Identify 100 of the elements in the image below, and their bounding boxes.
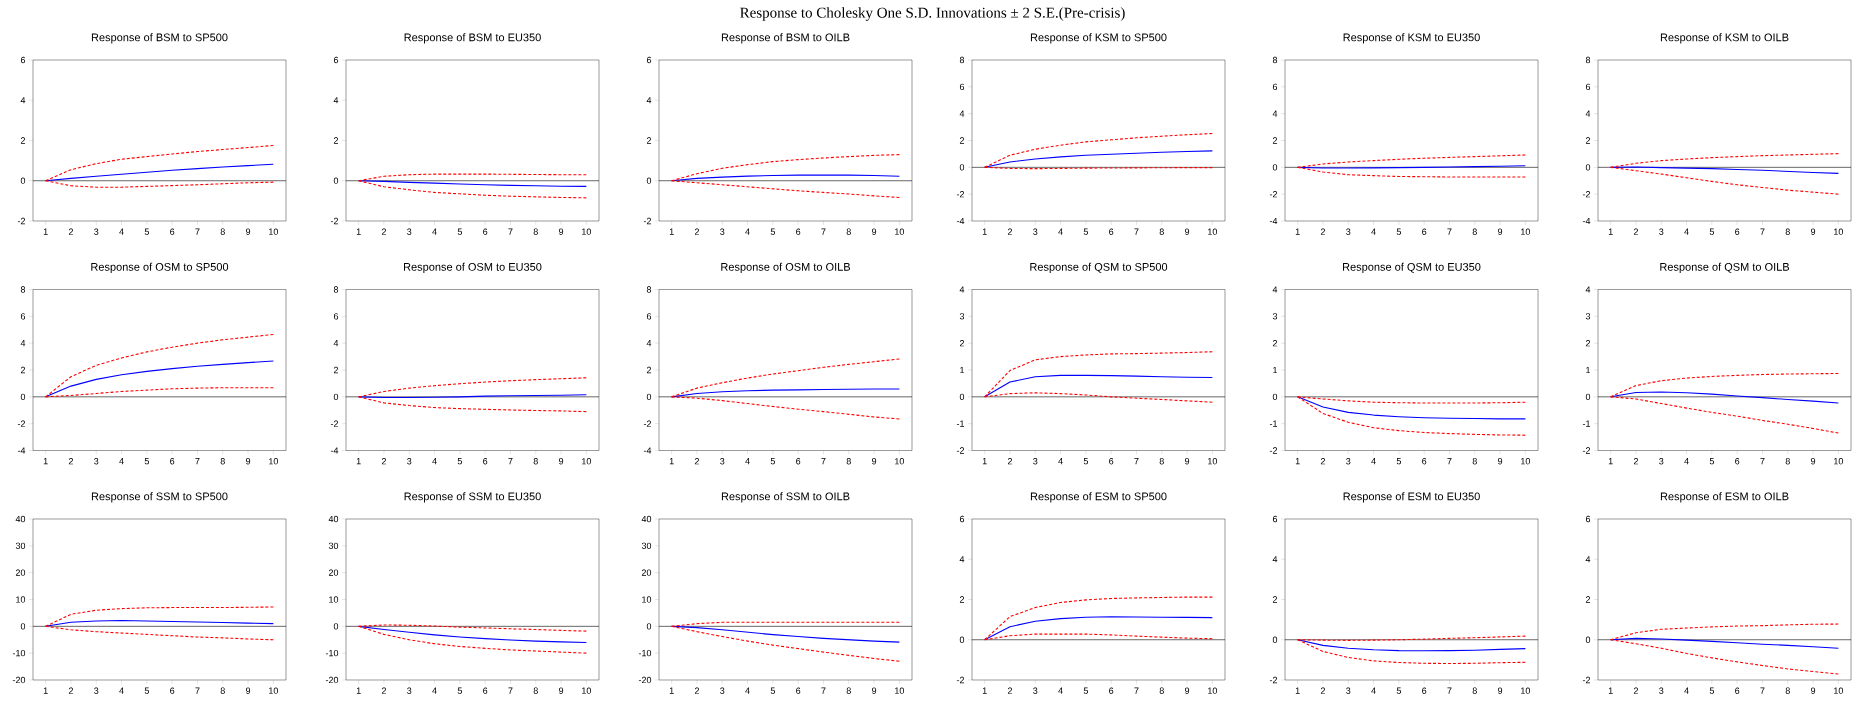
y-tick-label: 1	[1586, 366, 1591, 374]
y-tick-label: 4	[959, 556, 965, 563]
x-tick-label: 10	[269, 687, 279, 694]
y-tick-label: 0	[1272, 393, 1278, 401]
x-tick-label: 8	[1159, 228, 1164, 235]
chart-title: Response of BSM to OILB	[721, 33, 850, 44]
chart-title: Response of ESM to SP500	[1030, 492, 1167, 503]
y-tick-label: 3	[1272, 313, 1278, 320]
x-tick-label: 8	[1785, 687, 1790, 694]
x-tick-label: 6	[1422, 687, 1427, 694]
x-tick-label: 1	[669, 458, 674, 465]
x-tick-label: 10	[582, 458, 592, 465]
y-tick-label: 4	[333, 97, 339, 104]
x-tick-label: 2	[68, 687, 73, 694]
y-tick-label: 0	[333, 177, 339, 184]
y-tick-label: 8	[1272, 56, 1278, 64]
x-tick-label: 9	[871, 228, 877, 235]
x-tick-label: 10	[1521, 687, 1531, 694]
x-tick-label: 9	[1810, 687, 1816, 694]
x-tick-label: 4	[432, 228, 437, 235]
chart-title: Response of ESM to EU350	[1343, 492, 1480, 503]
x-tick-label: 7	[508, 458, 513, 465]
x-tick-label: 5	[770, 228, 775, 235]
x-tick-label: 6	[796, 687, 801, 694]
x-tick-label: 8	[533, 687, 538, 694]
x-tick-label: 1	[43, 458, 48, 465]
y-tick-label: 4	[959, 110, 965, 117]
y-tick-label: 8	[646, 286, 652, 293]
y-tick-label: 4	[646, 340, 652, 347]
y-tick-label: 0	[20, 177, 26, 184]
y-tick-label: -10	[12, 649, 26, 657]
y-tick-label: 6	[20, 313, 26, 320]
y-tick-label: -4	[17, 447, 26, 454]
x-tick-label: 6	[483, 458, 488, 465]
chart-title: Response of KSM to EU350	[1343, 33, 1480, 44]
x-tick-label: 2	[381, 687, 386, 694]
x-tick-label: 8	[220, 458, 225, 465]
x-tick-label: 2	[694, 687, 700, 694]
x-tick-label: 3	[1659, 458, 1664, 465]
y-tick-label: 4	[646, 97, 652, 104]
y-tick-label: 0	[959, 393, 965, 401]
x-tick-label: 10	[582, 228, 592, 235]
x-tick-label: 5	[1083, 228, 1088, 235]
y-tick-label: 0	[959, 636, 965, 643]
x-tick-label: 6	[483, 228, 488, 235]
x-tick-label: 2	[1320, 228, 1326, 235]
y-tick-label: 0	[333, 393, 339, 401]
y-tick-label: 6	[1585, 515, 1591, 523]
x-tick-label: 6	[1422, 228, 1427, 235]
x-tick-label: 8	[220, 687, 225, 694]
x-tick-label: 2	[1633, 687, 1639, 694]
y-tick-label: 4	[959, 286, 965, 293]
x-tick-label: 1	[356, 687, 361, 694]
y-tick-label: 4	[1585, 286, 1591, 293]
y-tick-label: 2	[1585, 340, 1591, 347]
y-tick-label: 6	[646, 56, 652, 64]
y-tick-label: -10	[325, 649, 339, 657]
x-tick-label: 1	[1295, 687, 1300, 694]
y-tick-label: -4	[1582, 217, 1591, 225]
x-tick-label: 9	[1497, 458, 1503, 465]
y-tick-label: 3	[1585, 313, 1591, 320]
chart-title: Response of BSM to EU350	[404, 33, 541, 44]
x-tick-label: 3	[1033, 228, 1038, 235]
x-tick-label: 7	[508, 687, 513, 694]
x-tick-label: 5	[1396, 458, 1401, 465]
x-tick-label: 3	[720, 458, 725, 465]
y-tick-label: -2	[956, 191, 965, 198]
x-tick-label: 9	[245, 228, 251, 235]
y-tick-label: -2	[1582, 191, 1591, 198]
x-tick-label: 3	[1346, 687, 1351, 694]
x-tick-label: 7	[1134, 687, 1139, 694]
x-tick-label: 4	[745, 458, 750, 465]
x-tick-label: 7	[1760, 458, 1765, 465]
y-tick-label: -2	[1269, 676, 1278, 684]
x-tick-label: 8	[220, 228, 225, 235]
x-tick-label: 10	[269, 228, 279, 235]
x-tick-label: 1	[1608, 687, 1613, 694]
y-tick-label: 0	[20, 393, 26, 401]
y-tick-label: 6	[333, 56, 339, 64]
x-tick-label: 7	[1134, 458, 1139, 465]
y-tick-label: 8	[333, 286, 339, 293]
x-tick-label: 3	[1033, 458, 1038, 465]
x-tick-label: 3	[1033, 687, 1038, 694]
y-tick-label: 2	[20, 366, 26, 374]
x-tick-label: 6	[170, 228, 175, 235]
x-tick-label: 4	[119, 458, 124, 465]
x-tick-label: 2	[1007, 458, 1013, 465]
x-tick-label: 9	[558, 687, 564, 694]
y-tick-label: -4	[330, 447, 339, 454]
x-tick-label: 8	[1159, 687, 1164, 694]
x-tick-label: 8	[846, 687, 851, 694]
x-tick-label: 10	[1521, 458, 1531, 465]
x-tick-label: 6	[1422, 458, 1427, 465]
y-tick-label: -10	[638, 649, 652, 657]
y-tick-label: 3	[959, 313, 965, 320]
x-tick-label: 6	[1735, 228, 1740, 235]
x-tick-label: 10	[1208, 458, 1218, 465]
x-tick-label: 2	[694, 458, 700, 465]
y-tick-label: 0	[1272, 636, 1278, 643]
x-tick-label: 6	[796, 228, 801, 235]
